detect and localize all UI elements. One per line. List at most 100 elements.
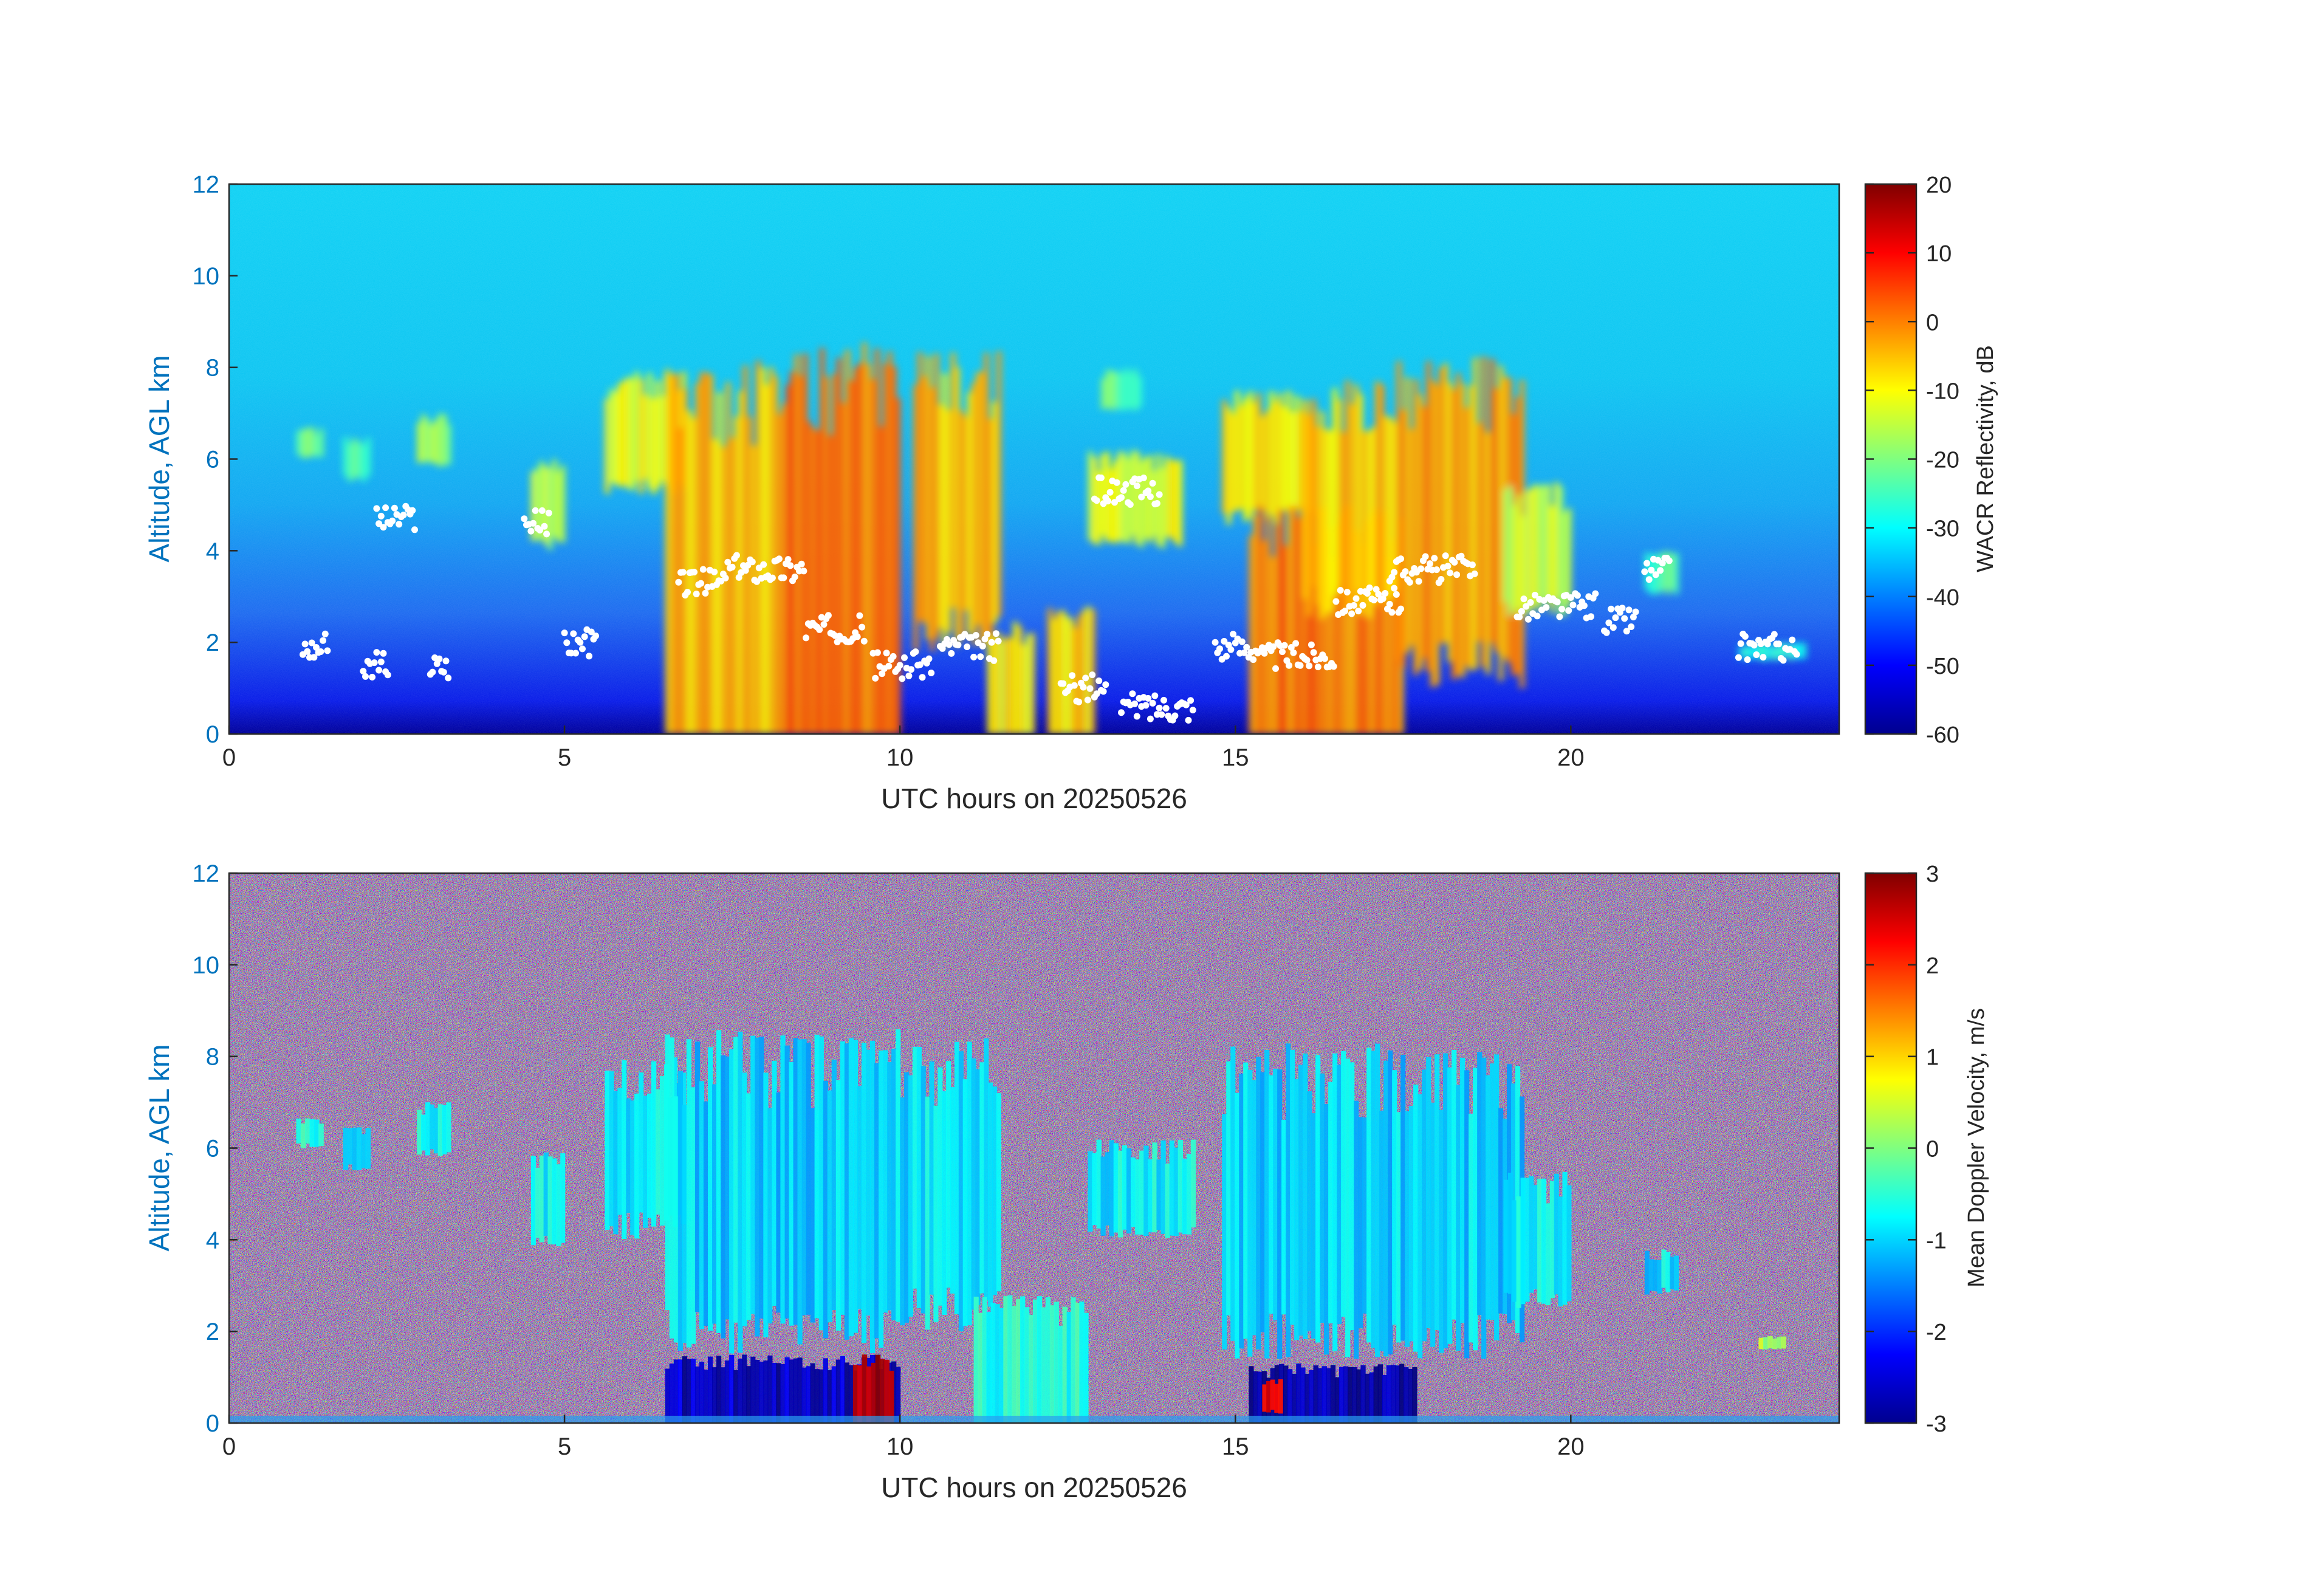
- reflectivity-echo-streak: [883, 363, 888, 734]
- cloud-base-marker: [784, 556, 792, 563]
- reflectivity-colorbar-tick-label: -50: [1926, 654, 1959, 679]
- reflectivity-echo-streak: [1661, 551, 1667, 590]
- cloud-base-marker: [579, 645, 586, 653]
- cloud-base-marker: [1433, 566, 1440, 574]
- reflectivity-echo-streak: [862, 342, 867, 734]
- doppler-echo-streak: [900, 1097, 905, 1326]
- reflectivity-echo-streak: [1330, 557, 1335, 734]
- reflectivity-echo-streak: [643, 395, 648, 480]
- reflectivity-echo-streak: [959, 410, 964, 639]
- doppler-echo-streak: [1131, 1157, 1136, 1227]
- doppler-echo-streak: [1366, 1048, 1372, 1343]
- reflectivity-echo-streak: [1173, 461, 1179, 543]
- reflectivity-echo-streak: [1763, 643, 1769, 661]
- doppler-echo-streak: [999, 1308, 1004, 1423]
- doppler-echo-streak: [995, 1304, 1000, 1423]
- doppler-echo-streak: [840, 1356, 845, 1423]
- reflectivity-echo-streak: [442, 414, 447, 465]
- doppler-echo-streak: [703, 1370, 709, 1423]
- doppler-echo-streak: [755, 1360, 760, 1423]
- doppler-echo-streak: [1075, 1302, 1080, 1423]
- reflectivity-echo-streak: [1364, 521, 1370, 734]
- cloud-base-marker: [1355, 608, 1362, 615]
- cloud-base-marker: [1592, 590, 1599, 597]
- cloud-base-marker: [1118, 494, 1125, 501]
- reflectivity-echo-streak: [613, 392, 619, 484]
- reflectivity-colorbar-tick-label: 10: [1926, 241, 1952, 267]
- reflectivity-echo-streak: [1021, 643, 1027, 734]
- reflectivity-echo-streak: [1235, 390, 1240, 510]
- doppler-echo-streak: [1311, 1113, 1317, 1339]
- reflectivity-echo-streak: [870, 379, 876, 734]
- cloud-base-marker: [1567, 594, 1574, 601]
- reflectivity-echo-streak: [913, 385, 919, 651]
- cloud-base-marker: [1082, 674, 1089, 682]
- cloud-base-marker: [308, 639, 315, 647]
- doppler-echo-streak: [1071, 1297, 1076, 1423]
- cloud-base-marker: [1292, 640, 1300, 647]
- doppler-echo-streak: [1520, 1178, 1526, 1305]
- reflectivity-echo-streak: [1100, 453, 1106, 536]
- cloud-base-marker: [979, 642, 986, 650]
- doppler-echo-streak: [789, 1062, 794, 1326]
- doppler-echo-streak: [958, 1051, 964, 1331]
- doppler-echo-streak: [1260, 1072, 1266, 1333]
- cloud-base-marker: [411, 526, 418, 533]
- reflectivity-echo-streak: [1520, 515, 1526, 608]
- cloud-base-marker: [384, 671, 391, 679]
- doppler-echo-streak: [1117, 1150, 1123, 1238]
- cloud-base-marker: [1241, 649, 1248, 656]
- cloud-base-marker: [1105, 498, 1111, 505]
- cloud-base-marker: [371, 659, 378, 667]
- cloud-base-marker: [1093, 497, 1100, 504]
- reflectivity-echo-streak: [1137, 377, 1142, 407]
- doppler-echo-streak: [750, 1356, 756, 1423]
- cloud-base-marker: [1427, 560, 1433, 568]
- reflectivity-echo-streak: [755, 360, 761, 734]
- reflectivity-echo-streak: [1243, 397, 1249, 522]
- cloud-base-marker: [1518, 608, 1525, 615]
- cloud-base-marker: [919, 674, 926, 681]
- cloud-base-marker: [1558, 605, 1566, 612]
- cloud-base-marker: [1343, 589, 1351, 595]
- doppler-echo-streak: [1113, 1143, 1119, 1233]
- doppler-echo-streak: [801, 1367, 807, 1423]
- reflectivity-echo-streak: [1291, 506, 1297, 734]
- doppler-echo-streak: [647, 1093, 653, 1218]
- doppler-echo-streak: [446, 1102, 451, 1153]
- cloud-base-marker: [964, 643, 971, 650]
- reflectivity-echo-streak: [1388, 416, 1393, 600]
- doppler-echo-streak: [721, 1367, 726, 1423]
- reflectivity-colorbar-tick-label: -40: [1926, 585, 1959, 611]
- doppler-echo-streak: [1566, 1185, 1572, 1302]
- doppler-echo-streak: [835, 1080, 841, 1331]
- reflectivity-echo-streak: [1257, 506, 1263, 734]
- cloud-base-marker: [883, 650, 890, 657]
- doppler-echo-streak: [1277, 1069, 1283, 1359]
- doppler-echo-streak: [651, 1061, 657, 1227]
- cloud-base-marker: [588, 628, 595, 636]
- doppler-echo-streak: [982, 1297, 987, 1423]
- cloud-base-marker: [1153, 500, 1160, 507]
- doppler-echo-streak: [1226, 1061, 1232, 1315]
- cloud-base-marker: [1120, 487, 1127, 494]
- reflectivity-echo-streak: [866, 364, 871, 734]
- reflectivity-echo-streak: [1134, 451, 1140, 544]
- doppler-echo-streak: [973, 1297, 979, 1423]
- reflectivity-echo-streak: [1349, 403, 1355, 608]
- reflectivity-echo-streak: [1340, 432, 1346, 610]
- doppler-echo-streak: [1558, 1196, 1563, 1307]
- reflectivity-echo-streak: [1256, 393, 1261, 511]
- reflectivity-echo-streak: [699, 372, 705, 734]
- doppler-echo-streak: [677, 1071, 683, 1351]
- cloud-base-marker: [1471, 570, 1478, 577]
- cloud-base-marker: [1520, 595, 1527, 603]
- doppler-echo-streak: [967, 1041, 972, 1326]
- cloud-base-marker: [570, 630, 577, 637]
- doppler-echo-streak: [1334, 1377, 1340, 1423]
- doppler-echo-streak: [1269, 1075, 1274, 1314]
- cloud-base-marker: [1287, 644, 1295, 651]
- reflectivity-echo-streak: [930, 387, 935, 651]
- reflectivity-echo-streak: [917, 352, 923, 621]
- doppler-echo-streak: [1257, 1371, 1263, 1423]
